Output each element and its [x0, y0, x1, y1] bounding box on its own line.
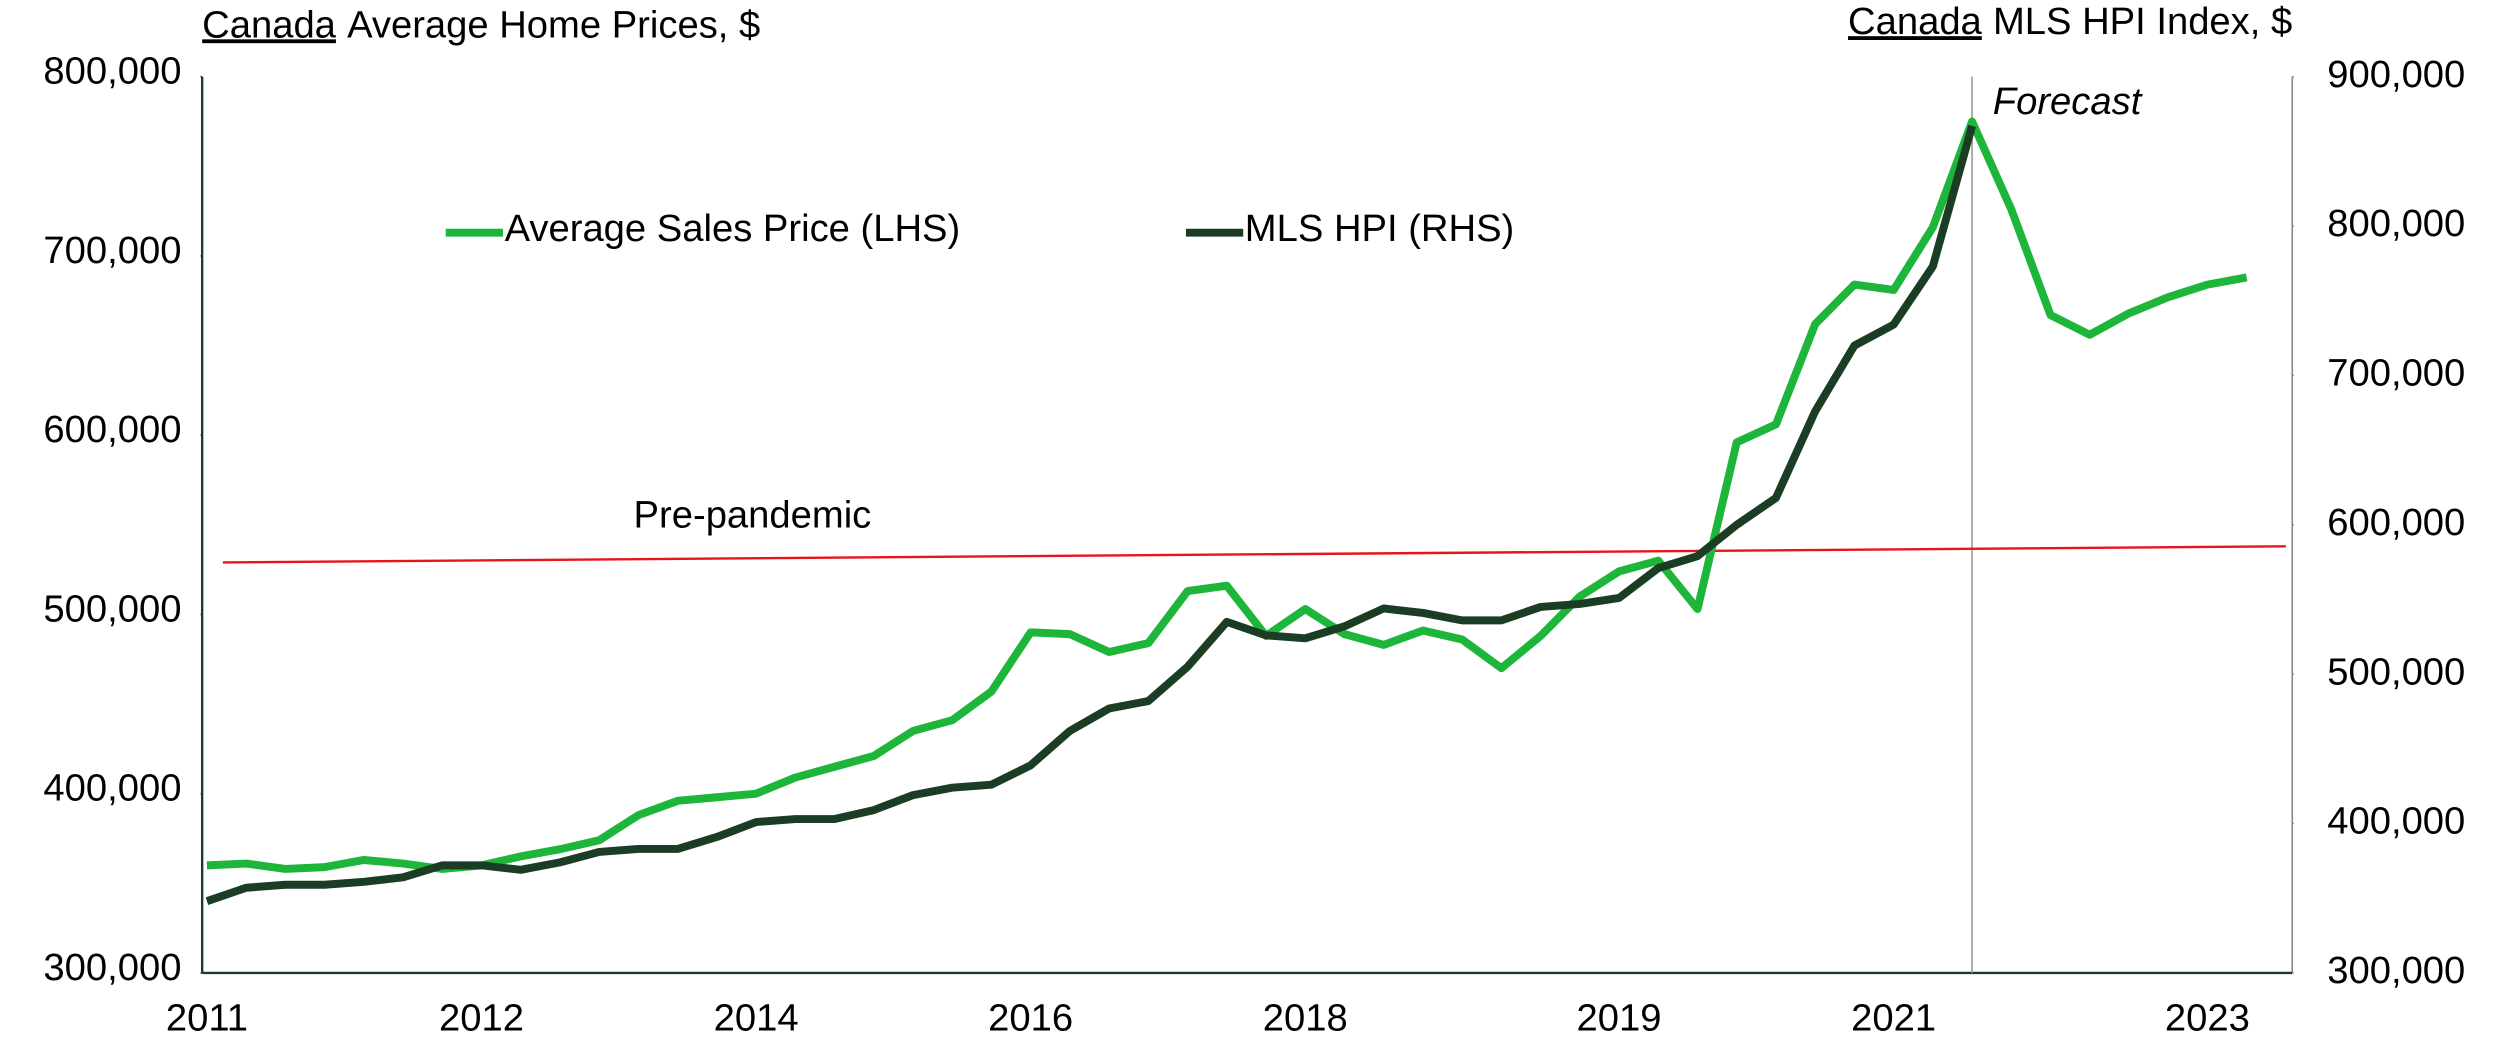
- y-tick-label: 300,000: [43, 946, 181, 989]
- y2-tick-label: 300,000: [2327, 949, 2465, 992]
- reference-label: Pre-pandemic: [634, 494, 872, 537]
- y-tick-label: 800,000: [43, 50, 181, 93]
- series-line: [206, 117, 2248, 873]
- reference-line: [222, 545, 2286, 564]
- title-underlined: Canada: [202, 3, 337, 46]
- x-tick-label: 2014: [714, 997, 799, 1040]
- title-text: Average Home Prices, $: [347, 3, 760, 46]
- legend-label: Average Sales Price (LHS): [505, 207, 961, 250]
- y-tick-label: 400,000: [43, 767, 181, 810]
- y2-tick-label: 400,000: [2327, 800, 2465, 843]
- x-tick-label: 2021: [1851, 997, 1936, 1040]
- x-tick-label: 2012: [439, 997, 524, 1040]
- y-tick-label: 700,000: [43, 229, 181, 272]
- y2-tick-label: 600,000: [2327, 501, 2465, 544]
- y2-tick-label: 500,000: [2327, 650, 2465, 693]
- legend-label: MLS HPI (RHS): [1245, 207, 1514, 250]
- x-tick-label: 2018: [1263, 997, 1348, 1040]
- x-tick-label: 2023: [2165, 997, 2250, 1040]
- x-tick-label: 2019: [1577, 997, 1662, 1040]
- title-text: MLS HPI Index, $: [1993, 0, 2292, 43]
- x-tick-label: 2011: [166, 997, 248, 1040]
- title-underlined: Canada: [1848, 0, 1983, 43]
- y-tick-label: 500,000: [43, 587, 181, 630]
- y2-tick-label: 700,000: [2327, 352, 2465, 395]
- left-axis-title: Canada Average Home Prices, $: [202, 3, 760, 46]
- right-axis-title: Canada MLS HPI Index, $: [1848, 0, 2292, 43]
- y2-tick-label: 800,000: [2327, 202, 2465, 245]
- y-tick-label: 600,000: [43, 408, 181, 451]
- x-tick-label: 2016: [988, 997, 1073, 1040]
- forecast-label: Forecast: [1993, 80, 2143, 123]
- y2-tick-label: 900,000: [2327, 53, 2465, 96]
- series-line: [205, 124, 1976, 905]
